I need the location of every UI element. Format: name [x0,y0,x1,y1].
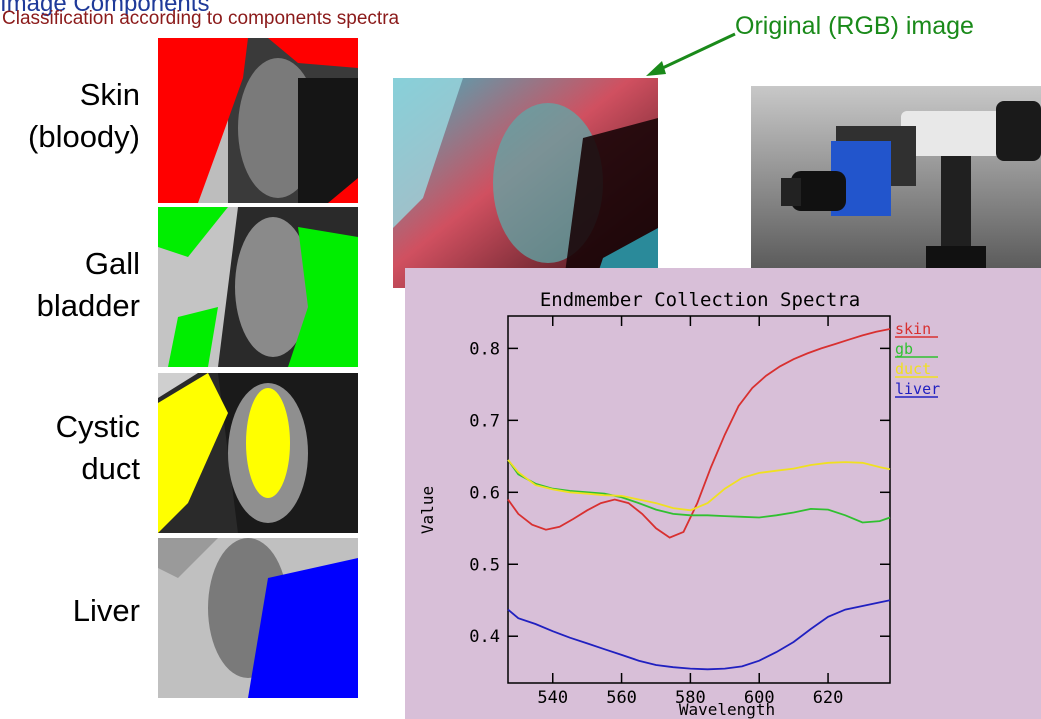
arrow-icon [646,32,736,76]
y-axis: 0.4 0.5 0.6 0.7 0.8 [469,339,890,647]
row-label-gall-bladder: Gall bladder [0,243,140,327]
label-line: bladder [36,287,140,323]
legend-label-skin: skin [895,320,931,338]
series-lines [507,328,891,671]
row-label-skin: Skin (bloody) [0,74,140,158]
y-tick-label: 0.8 [469,339,500,359]
legend-label-gb: gb [895,340,913,358]
classification-image-gall-bladder [158,207,358,367]
x-axis: 540 560 580 600 620 [537,316,843,708]
classification-image-skin [158,38,358,203]
legend-label-duct: duct [895,360,931,378]
section-title: Image Components [0,0,210,17]
series-line-duct [507,459,891,512]
y-tick-label: 0.7 [469,411,500,431]
classification-image-cystic-duct [158,373,358,533]
series-line-liver [507,599,891,671]
label-line: Cystic [55,409,140,444]
x-tick-label: 540 [537,688,568,708]
x-tick-label: 620 [813,688,844,708]
y-axis-label: Value [418,486,437,534]
camera-photo [751,86,1041,271]
label-line: Liver [72,593,140,628]
y-tick-label: 0.4 [469,627,500,647]
series-line-skin [507,328,891,539]
row-label-liver: Liver [0,590,140,632]
classification-image-liver [158,538,358,698]
legend-label-liver: liver [895,380,940,398]
chart-title: Endmember Collection Spectra [540,289,860,311]
chart-canvas: Endmember Collection Spectra 0.40.50.60.… [418,289,940,719]
label-line: Gall [84,246,140,281]
x-tick-label: 580 [675,688,706,708]
label-line: Skin [79,77,140,112]
legend: skin gb duct liver [895,320,940,398]
x-tick-label: 600 [744,688,775,708]
spectra-chart: Endmember Collection Spectra 0.4 0.5 0.6 0.… [405,268,1041,719]
series-line-gb [507,459,891,524]
original-rgb-image [393,78,658,288]
x-axis-label: Wavelength [679,700,775,719]
row-label-cystic-duct: Cystic duct [0,406,140,490]
original-image-label: Original (RGB) image [735,12,974,40]
x-tick-label: 560 [606,688,637,708]
subtitle: Classification according to components s… [2,8,400,29]
label-line: duct [81,450,140,486]
label-line: (bloody) [28,118,140,154]
y-tick-label: 0.5 [469,555,500,575]
y-tick-label: 0.6 [469,483,500,503]
